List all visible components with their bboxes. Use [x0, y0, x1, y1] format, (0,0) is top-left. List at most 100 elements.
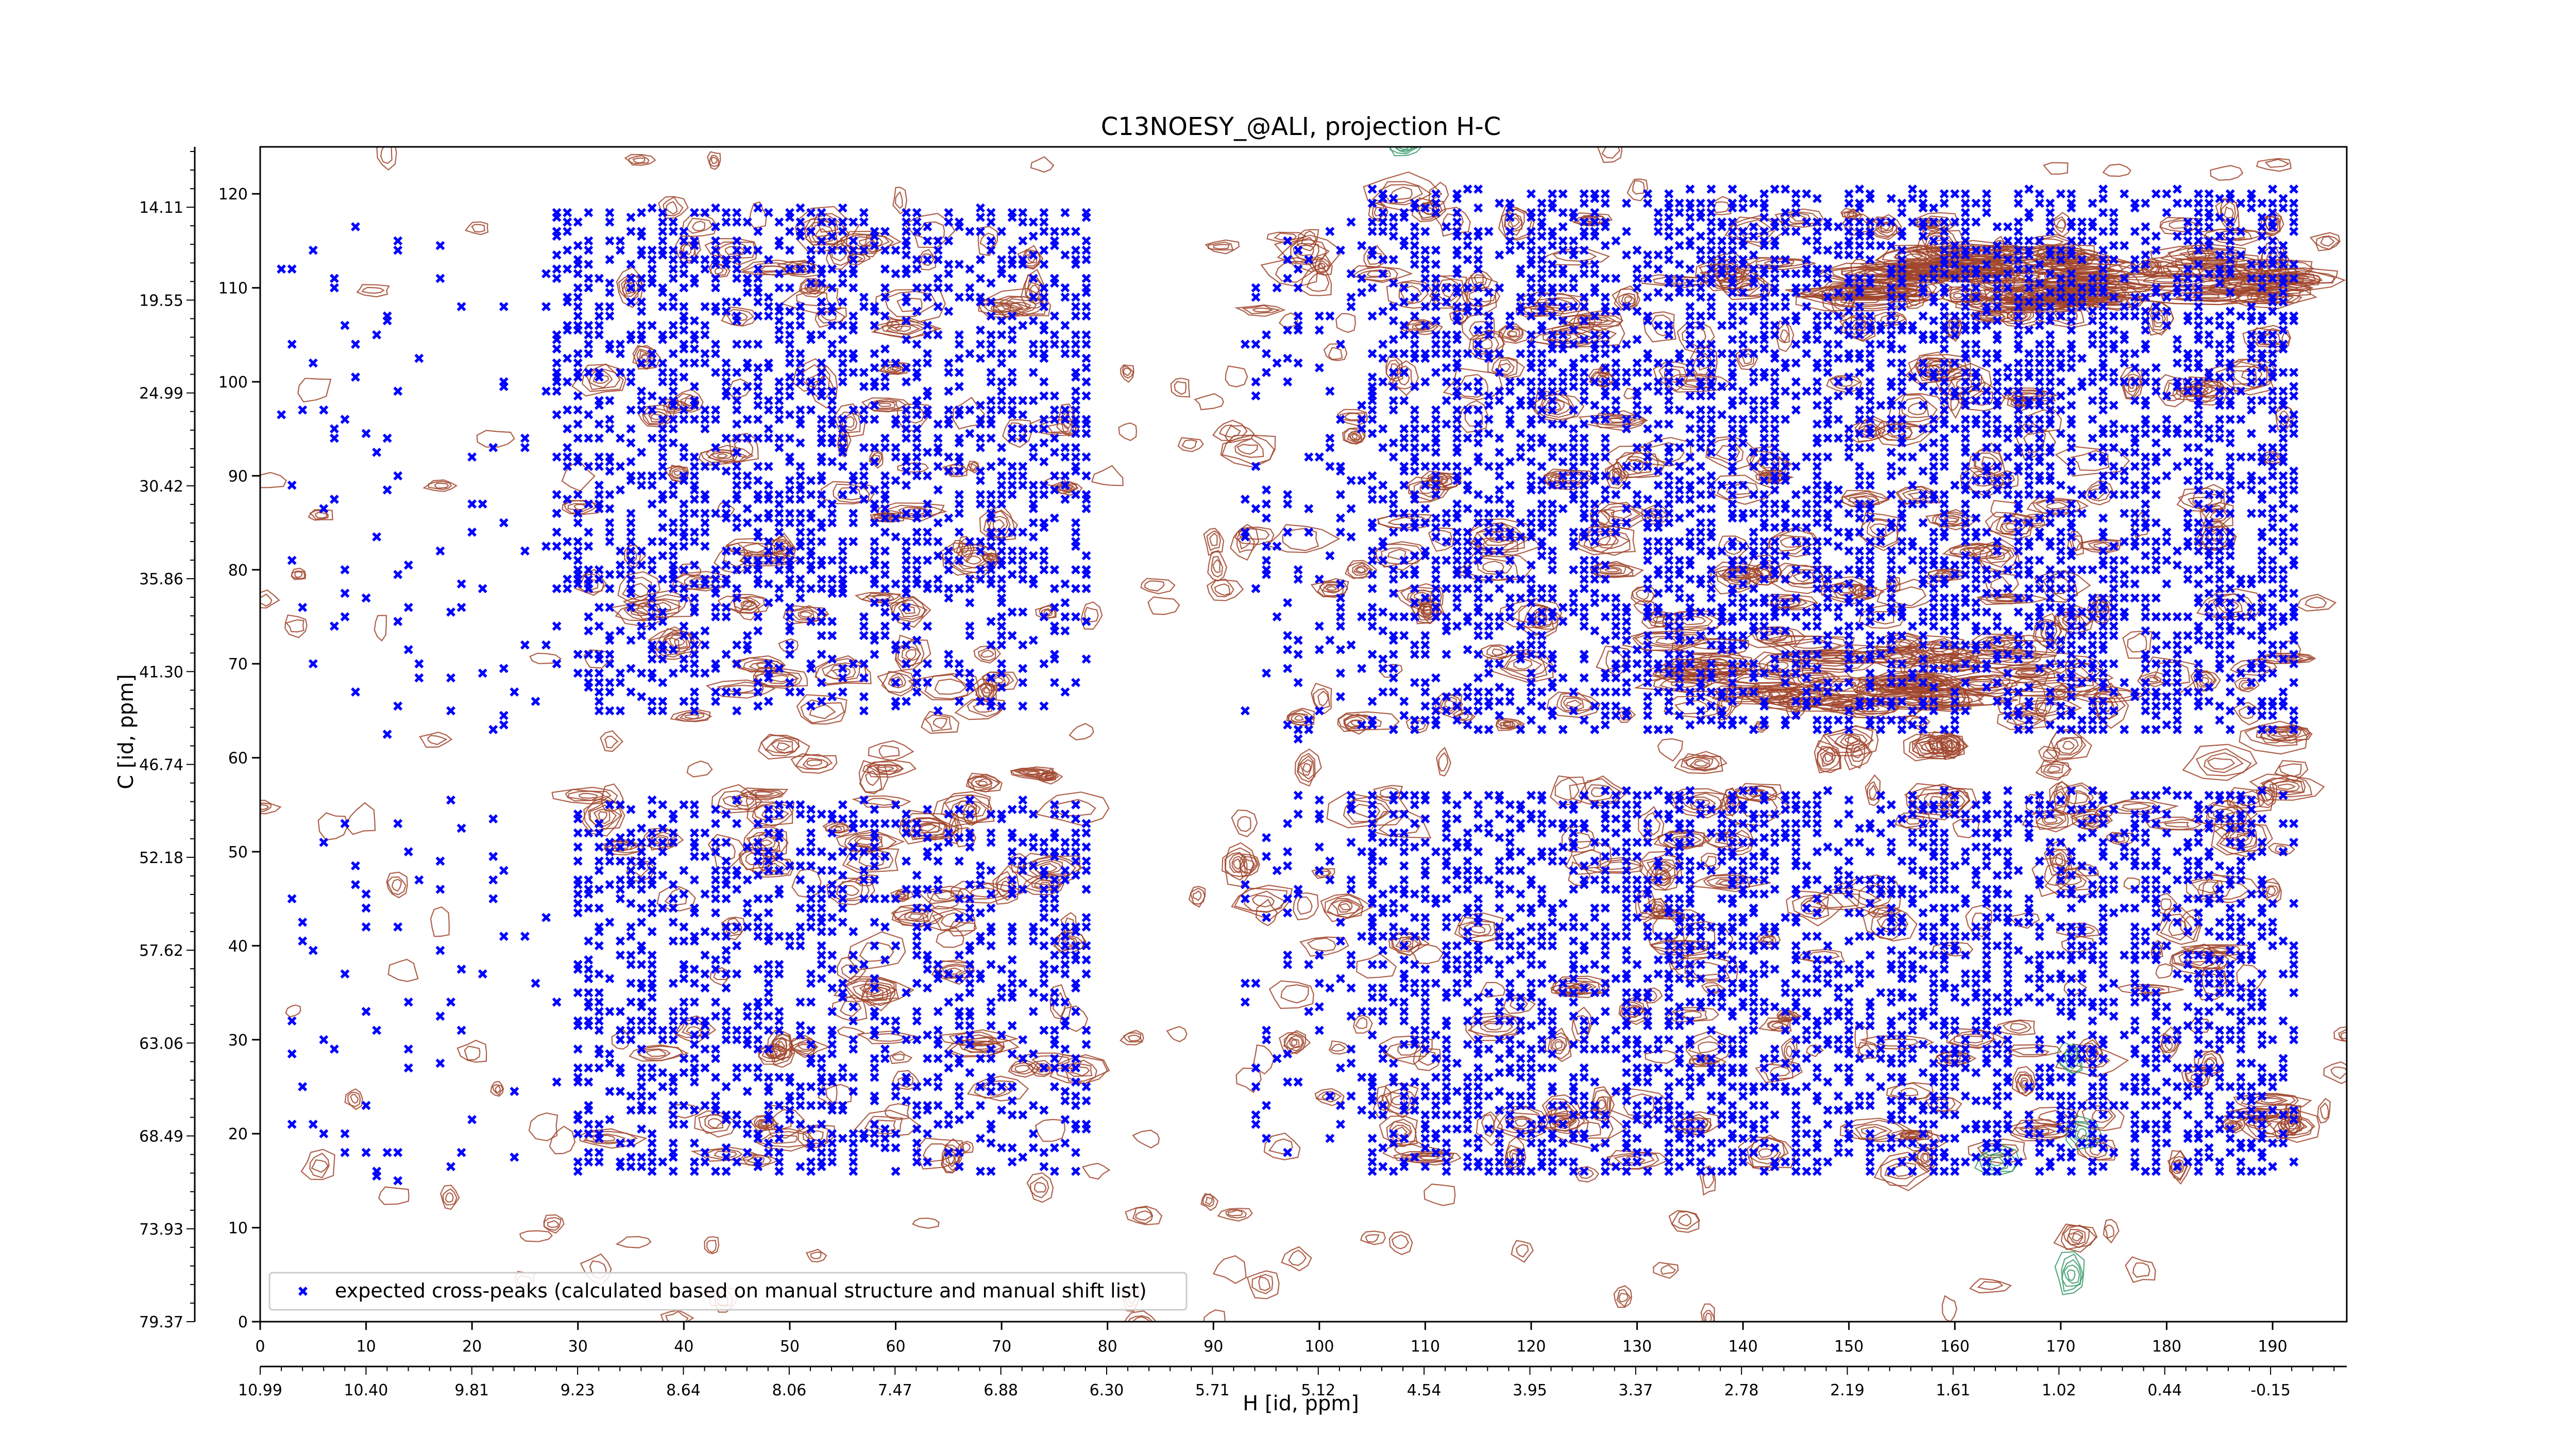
positive-contour: [1125, 1205, 1163, 1225]
positive-contour: [2056, 218, 2066, 229]
positive-contour: [434, 482, 449, 489]
positive-contour: [932, 959, 972, 979]
positive-contour: [710, 156, 718, 164]
positive-contour: [708, 262, 731, 278]
positive-contour: [811, 375, 834, 399]
positive-contour: [717, 681, 764, 695]
positive-contour: [1202, 1193, 1215, 1207]
positive-contour: [706, 1240, 717, 1254]
positive-contour: [742, 262, 800, 276]
positive-contour: [598, 811, 607, 820]
positive-contour: [717, 790, 750, 810]
positive-contour: [297, 378, 332, 403]
positive-contour: [2320, 235, 2335, 247]
positive-contour: [1132, 1129, 1160, 1149]
positive-contour: [841, 411, 858, 431]
positive-contour: [260, 593, 273, 607]
positive-contour: [1335, 313, 1356, 333]
positive-contour: [615, 1236, 652, 1248]
positive-contour: [1865, 774, 1881, 806]
positive-contour: [1225, 365, 1248, 387]
positive-contour: [686, 217, 713, 234]
positive-contour: [582, 363, 624, 392]
positive-contour: [628, 155, 650, 164]
positive-contour: [810, 1251, 822, 1259]
positive-contour: [260, 804, 269, 811]
positive-contour: [1613, 1285, 1633, 1308]
positive-contour: [968, 461, 978, 471]
positive-contour: [691, 221, 706, 231]
positive-contour: [800, 699, 845, 724]
positive-contour: [1255, 899, 1278, 926]
positive-contour: [1210, 579, 1234, 598]
positive-contour: [616, 266, 643, 308]
positive-contour: [950, 800, 987, 819]
positive-contour: [1409, 944, 1444, 965]
positive-contour: [1039, 605, 1056, 619]
positive-contour: [877, 402, 892, 408]
positive-contour: [974, 778, 993, 787]
positive-contour: [2333, 1026, 2347, 1042]
positive-contour: [948, 1031, 999, 1046]
positive-contour: [676, 393, 700, 411]
positive-contour: [738, 840, 776, 873]
positive-contour: [2151, 942, 2162, 957]
positive-contour: [1213, 244, 1230, 250]
positive-contour: [563, 499, 597, 514]
positive-contour: [889, 1051, 913, 1065]
positive-contour: [952, 396, 985, 430]
positive-contour: [704, 1236, 720, 1255]
positive-contour: [761, 807, 781, 819]
positive-contour: [2189, 1018, 2211, 1033]
positive-contour: [1278, 312, 1298, 328]
positive-contour: [912, 1217, 940, 1229]
positive-contour: [1120, 364, 1134, 383]
positive-contour: [717, 453, 728, 459]
positive-contour: [1170, 378, 1191, 398]
positive-contour: [877, 361, 909, 375]
positive-contour: [868, 740, 914, 762]
positive-contour: [809, 703, 836, 719]
positive-contour: [1002, 419, 1033, 448]
positive-contour: [573, 503, 588, 511]
positive-contour: [748, 790, 783, 798]
positive-contour: [1030, 156, 1055, 173]
positive-contour: [979, 504, 1016, 541]
positive-contour: [731, 312, 748, 321]
positive-contour: [2155, 963, 2173, 979]
positive-contour: [765, 737, 801, 754]
positive-contour: [1676, 321, 1715, 354]
positive-contour: [1035, 791, 1110, 826]
positive-contour: [621, 577, 652, 601]
positive-contour: [1438, 752, 1449, 772]
positive-contour: [291, 570, 306, 580]
positive-contour: [284, 614, 308, 638]
positive-contour: [833, 976, 914, 1006]
positive-contour: [907, 673, 979, 701]
positive-contour: [852, 983, 898, 998]
positive-contour: [471, 224, 485, 233]
positive-contour: [1211, 555, 1224, 578]
positive-contour: [854, 592, 907, 604]
positive-contour: [260, 800, 282, 815]
positive-contour: [2278, 763, 2302, 778]
positive-contour: [1193, 890, 1202, 901]
positive-contour: [495, 1084, 501, 1093]
positive-contour: [983, 687, 990, 694]
positive-contour: [1941, 1295, 1958, 1322]
positive-contour: [1025, 771, 1040, 775]
positive-contour: [311, 1159, 329, 1173]
positive-contour: [430, 906, 450, 937]
positive-contour: [300, 1149, 335, 1180]
positive-contour: [679, 712, 704, 720]
positive-contour: [684, 398, 696, 407]
positive-contour: [1480, 982, 1506, 998]
positive-contour: [422, 479, 458, 492]
positive-contour: [965, 555, 982, 565]
positive-contour: [1080, 601, 1103, 630]
positive-contour: [1786, 1045, 1793, 1058]
positive-contour: [1206, 579, 1244, 601]
positive-contour: [881, 670, 915, 694]
positive-contour: [1616, 1289, 1632, 1308]
positive-contour: [842, 845, 900, 873]
